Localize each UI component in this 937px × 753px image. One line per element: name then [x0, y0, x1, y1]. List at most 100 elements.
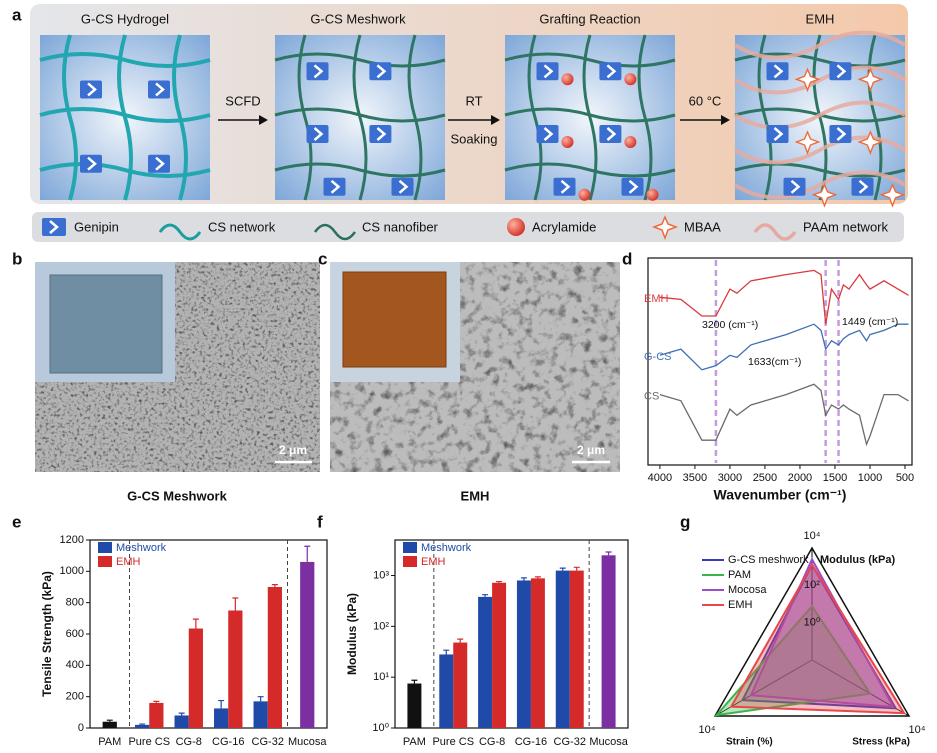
fiber: [62, 34, 78, 201]
paam: [733, 170, 907, 200]
legend-label: EMH: [728, 599, 753, 611]
step-title: G-CS Meshwork: [310, 11, 406, 26]
y-tick-label: 10⁰: [372, 722, 389, 734]
step-title: Grafting Reaction: [539, 11, 640, 26]
error-bar: [257, 696, 264, 702]
spectrum: [659, 269, 909, 325]
plot-frame: [647, 257, 913, 466]
bar: [569, 570, 584, 728]
y-tick-label: 10³: [373, 569, 389, 581]
y-tick-label: 1000: [60, 565, 84, 577]
panel-label: f: [317, 512, 323, 531]
genipin: [391, 177, 414, 196]
legend-swatch: [98, 542, 112, 553]
error-bar: [178, 712, 185, 716]
paam: [733, 65, 907, 95]
genipin: [306, 125, 329, 143]
legend-label: Mocosa: [728, 584, 767, 596]
r-tick-label: 10⁴: [804, 530, 821, 542]
series-label: EMH: [644, 293, 669, 305]
radar-area: [729, 562, 906, 715]
bar: [188, 628, 203, 728]
legend-label: G-CS meshwork: [728, 554, 809, 566]
genipin-mark: [836, 127, 847, 141]
panel-label: e: [12, 512, 21, 531]
acrylamide: [561, 136, 574, 148]
x-tick-label: 1500: [823, 472, 847, 484]
legend-label: CS nanofiber: [362, 219, 439, 234]
legend-swatch: [98, 556, 112, 567]
x-tick-label: 2500: [753, 472, 777, 484]
fiber: [582, 34, 598, 201]
legend-label: EMH: [116, 556, 141, 568]
legend-label: Meshwork: [116, 542, 167, 554]
panel-label: g: [680, 512, 690, 531]
series-label: CS: [644, 391, 659, 403]
genipin: [148, 154, 170, 173]
x-tick-label: 3000: [718, 472, 742, 484]
bar: [300, 561, 315, 728]
x-tick-label: Pure CS: [432, 736, 474, 748]
genipin: [851, 177, 874, 196]
x-tick-label: CG-8: [176, 736, 202, 748]
x-tick-label: 4000: [648, 472, 672, 484]
x-tick-label: CG-16: [212, 736, 244, 748]
spectrum: [659, 323, 909, 371]
acrylamide: [561, 73, 574, 86]
genipin: [766, 125, 789, 143]
genipin: [829, 62, 852, 81]
mbaa: [857, 130, 884, 155]
scale-label: 2 μm: [279, 443, 307, 457]
y-tick-label: 200: [66, 691, 84, 703]
r-tick-label: 10²: [804, 579, 820, 591]
radar-frame: [713, 546, 911, 717]
genipin: [829, 125, 852, 143]
genipin-mark: [330, 179, 341, 194]
r-tick-label: 10⁴: [699, 724, 716, 736]
plot-frame: [394, 539, 629, 729]
genipin-mark: [313, 64, 324, 79]
y-tick-label: 600: [66, 628, 84, 640]
bar: [267, 587, 282, 728]
mbaa: [794, 130, 821, 155]
bar: [228, 610, 243, 728]
x-tick-label: CG-8: [479, 736, 505, 748]
fiber: [757, 34, 773, 201]
error-bar: [153, 700, 160, 703]
acrylamide: [624, 136, 637, 148]
radar-area: [749, 556, 896, 709]
genipin-mark: [376, 64, 387, 79]
axis-name: Stress (kPa): [852, 737, 910, 748]
fiber: [297, 34, 313, 201]
r-tick-label: 10⁰: [804, 617, 821, 629]
bar: [478, 596, 493, 728]
genipin: [621, 177, 644, 196]
genipin: [766, 62, 789, 81]
genipin-mark: [155, 82, 165, 97]
y-tick-label: 10¹: [373, 671, 389, 683]
genipin: [536, 125, 559, 143]
genipin: [599, 62, 622, 81]
genipin-mark: [773, 127, 784, 141]
y-tick-label: 1200: [60, 534, 84, 546]
error-bar: [482, 594, 489, 597]
fiber: [352, 34, 368, 201]
arrow-label: 60 °C: [689, 93, 722, 108]
y-axis-label: Modulus (kPa): [345, 593, 359, 675]
caption: EMH: [461, 488, 490, 503]
genipin-mark: [790, 179, 801, 194]
error-bar: [443, 649, 450, 655]
legend-label: PAAm network: [803, 219, 889, 234]
y-tick-label: 400: [66, 659, 84, 671]
y-tick-label: 800: [66, 597, 84, 609]
error-bar: [605, 551, 612, 556]
bar: [601, 555, 616, 728]
legend-swatch: [403, 542, 417, 553]
error-bar: [106, 719, 113, 722]
error-bar: [534, 576, 541, 579]
genipin: [599, 125, 622, 143]
genipin-mark: [155, 156, 165, 171]
mbaa: [794, 67, 821, 93]
